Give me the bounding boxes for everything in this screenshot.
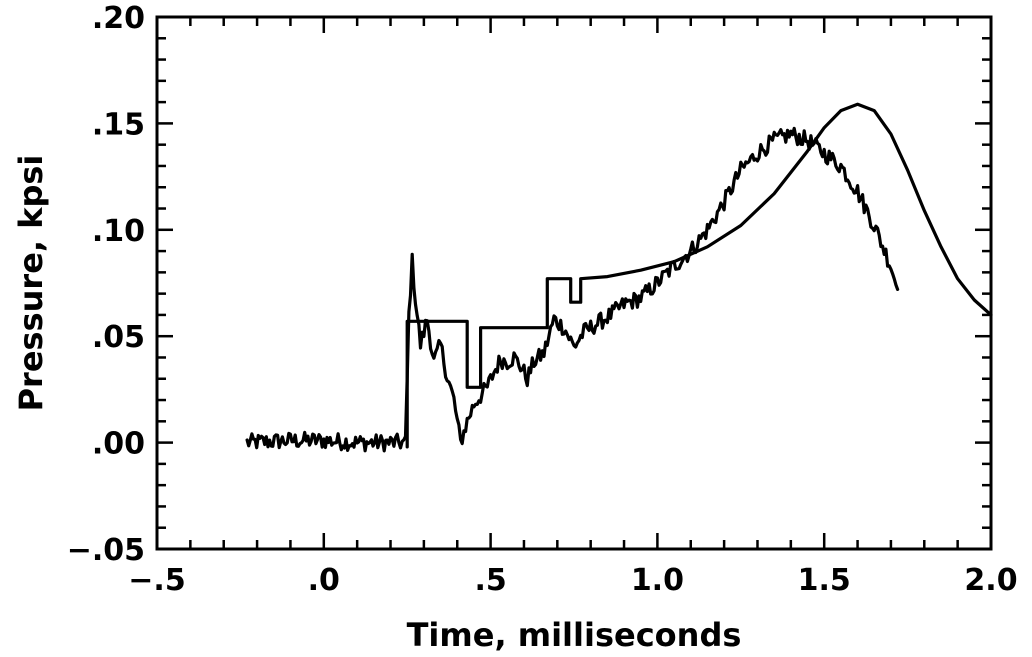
y-tick-label: −.05 [67,533,145,568]
x-tick-label: −.5 [128,563,185,598]
y-tick-label: .15 [92,107,145,142]
x-axis-label: Time, milliseconds [407,616,742,654]
axis-tick-labels: −.5 .0 .5 1.0 1.5 2.0 −.05 .00 .05 .10 .15 .20 [67,1,1018,598]
x-tick-label: .0 [308,563,340,598]
y-tick-label: .20 [92,1,145,36]
y-axis-label: Pressure, kpsi [12,155,50,412]
x-tick-label: .5 [474,563,506,598]
plot-frame [155,15,993,551]
data-series [245,102,993,453]
y-tick-label: .10 [92,214,145,249]
x-tick-label: 1.0 [631,563,684,598]
calculated-pressure-line [405,102,993,449]
y-tick-label: .05 [92,320,145,355]
measured-pressure-line [245,126,900,453]
x-tick-label: 1.5 [798,563,851,598]
y-tick-label: .00 [92,427,145,462]
x-tick-label: 2.0 [964,563,1017,598]
axis-ticks [155,15,993,551]
